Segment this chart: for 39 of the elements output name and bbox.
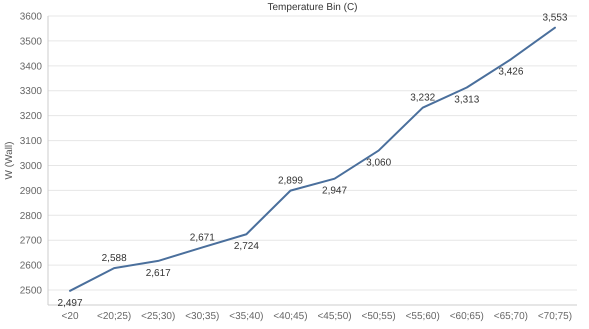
y-tick-label: 3400 (20, 61, 42, 72)
data-label: 2,588 (102, 253, 128, 264)
x-tick-label: <55;60) (406, 311, 440, 322)
data-label: 3,426 (498, 66, 524, 78)
y-tick-label: 2900 (20, 186, 42, 197)
y-tick-label: 3600 (20, 12, 42, 22)
x-tick-label: <30;35) (185, 311, 220, 322)
x-tick-label: <35;40) (229, 311, 264, 322)
x-tick-label: <60;65) (450, 311, 484, 322)
y-tick-label: 3200 (20, 111, 42, 122)
y-tick-label: 3500 (20, 36, 42, 48)
data-label: 3,232 (410, 92, 436, 104)
data-label: 2,899 (278, 176, 304, 187)
data-label: 2,497 (58, 298, 83, 309)
data-label: 2,617 (146, 268, 172, 279)
y-tick-label: 3100 (20, 136, 42, 148)
x-tick-label: <40;45) (273, 311, 308, 322)
y-tick-label: 2800 (20, 210, 42, 222)
x-tick-label: <70;75) (538, 311, 572, 322)
data-label: 3,060 (366, 158, 392, 169)
x-tick-label: <45;50) (317, 311, 352, 322)
x-tick-label: <25;30) (141, 311, 176, 322)
y-tick-label: 2500 (20, 286, 42, 297)
y-axis-title: W (Wall) (4, 142, 15, 180)
y-tick-label: 2600 (20, 260, 42, 272)
data-label: 2,947 (322, 186, 348, 197)
x-tick-label: <50;55) (362, 311, 396, 322)
x-tick-label: <65;70) (494, 311, 528, 322)
y-tick-label: 3300 (20, 86, 42, 98)
chart-title: Temperature Bin (C) (267, 2, 358, 13)
x-tick-label: <20;25) (97, 311, 132, 322)
data-label: 3,553 (542, 12, 568, 24)
data-label: 3,313 (454, 94, 480, 106)
data-label: 2,671 (190, 232, 216, 244)
y-tick-label: 3000 (20, 160, 42, 172)
x-tick-label: <20 (62, 311, 79, 322)
y-tick-label: 2700 (20, 236, 42, 247)
line-series (69, 26, 556, 292)
data-label: 2,724 (234, 241, 260, 252)
